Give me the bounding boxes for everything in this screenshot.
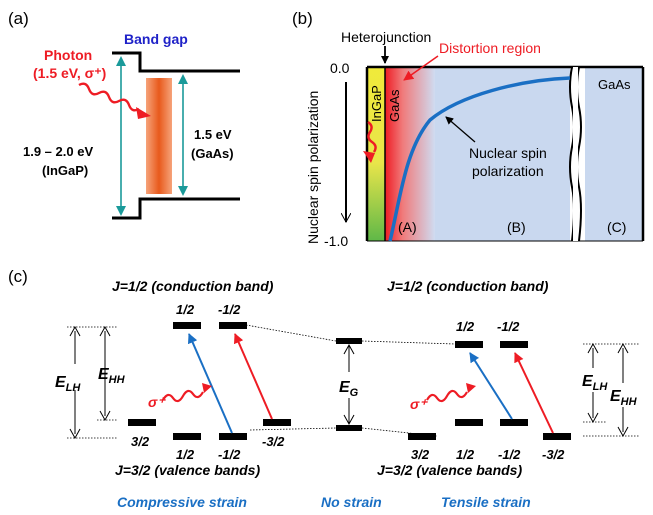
- gaas-gap-value: 1.5 eV: [194, 127, 232, 142]
- y-bottom-tick: -1.0: [324, 233, 348, 249]
- absorption-region: [146, 78, 172, 194]
- cb-level-middle: [336, 338, 362, 344]
- vb-label-right-2: 1/2: [456, 447, 475, 462]
- transition-blue-right: [470, 353, 512, 419]
- ehh-left-label: EHH: [98, 366, 126, 386]
- transition-red-left: [235, 334, 272, 419]
- vb-level-right-1: [408, 433, 436, 440]
- vb-label-right-4: -3/2: [542, 447, 565, 462]
- photon-label: Photon: [44, 47, 92, 63]
- conduction-band-edge: [112, 53, 240, 71]
- vb-label-right-1: 3/2: [411, 447, 430, 462]
- valence-right-header: J=3/2 (valence bands): [377, 462, 522, 478]
- vb-level-left-2: [173, 433, 201, 440]
- cb-label-right-1: 1/2: [456, 319, 475, 334]
- heterojunction-label: Heterojunction: [341, 29, 431, 45]
- y-top-tick: 0.0: [330, 60, 350, 76]
- vb-level-middle: [336, 425, 362, 431]
- vb-level-left-1: [128, 419, 156, 426]
- panel-c: (c) J=1/2 (conduction band) J=1/2 (condu…: [8, 267, 644, 510]
- vb-label-left-2: 1/2: [176, 447, 195, 462]
- panel-a-label: (a): [8, 9, 29, 28]
- region-a: (A): [398, 219, 417, 235]
- cb-level-left-2: [219, 322, 247, 329]
- region-c: (C): [607, 219, 626, 235]
- y-axis-label: Nuclear spin polarization: [305, 91, 321, 244]
- sigma-label-right: σ⁺: [410, 396, 428, 412]
- distortion-label: Distortion region: [439, 40, 541, 56]
- panel-c-label: (c): [8, 267, 28, 286]
- valence-left-header: J=3/2 (valence bands): [115, 462, 260, 478]
- gaas-gap-material: (GaAs): [191, 146, 234, 161]
- band-gap-title: Band gap: [124, 31, 188, 47]
- panel-b: (b) 0.0 -1.0 Nuclear spin polarization I…: [292, 9, 643, 249]
- cb-level-right-1: [455, 341, 483, 348]
- vb-level-right-2: [455, 419, 483, 426]
- photon-wave: [79, 84, 139, 111]
- valence-band-edge: [112, 199, 240, 218]
- ingap-gap-material: (InGaP): [42, 163, 88, 178]
- region-b: (B): [507, 219, 526, 235]
- cb-level-right-2: [500, 341, 528, 348]
- panel-a: (a) Band gap 1.9 – 2.0 eV (InGaP) 1.5 eV…: [8, 9, 240, 218]
- sigma-label-left: σ⁺: [148, 394, 166, 410]
- vb-level-right-4: [543, 433, 571, 440]
- caption-tensile: Tensile strain: [441, 494, 531, 510]
- conduction-left-header: J=1/2 (conduction band): [112, 278, 274, 294]
- panel-b-label: (b): [292, 9, 313, 28]
- layer-gaas-right: GaAs: [598, 77, 631, 92]
- cb-label-left-2: -1/2: [218, 302, 241, 317]
- layer-gaas-left: GaAs: [387, 89, 402, 122]
- cb-label-left-1: 1/2: [176, 302, 195, 317]
- vb-label-left-4: -3/2: [262, 434, 285, 449]
- layer-ingap: InGaP: [369, 85, 384, 122]
- caption-compressive: Compressive strain: [117, 494, 247, 510]
- curve-label-2: polarization: [472, 163, 544, 179]
- transition-blue-left: [189, 334, 232, 433]
- region-c-fill: [585, 67, 643, 241]
- caption-no-strain: No strain: [321, 494, 382, 510]
- ingap-gap-value: 1.9 – 2.0 eV: [23, 144, 93, 159]
- vb-level-left-3: [219, 433, 247, 440]
- cb-level-left-1: [173, 322, 201, 329]
- cb-label-right-2: -1/2: [497, 319, 520, 334]
- vb-level-left-4: [263, 419, 291, 426]
- vb-label-left-1: 3/2: [131, 434, 150, 449]
- vb-label-right-3: -1/2: [498, 447, 521, 462]
- conduction-right-header: J=1/2 (conduction band): [387, 278, 549, 294]
- photon-detail: (1.5 eV, σ⁺): [33, 65, 106, 81]
- curve-label-1: Nuclear spin: [469, 145, 547, 161]
- vb-label-left-3: -1/2: [218, 447, 241, 462]
- vb-level-right-3: [500, 419, 528, 426]
